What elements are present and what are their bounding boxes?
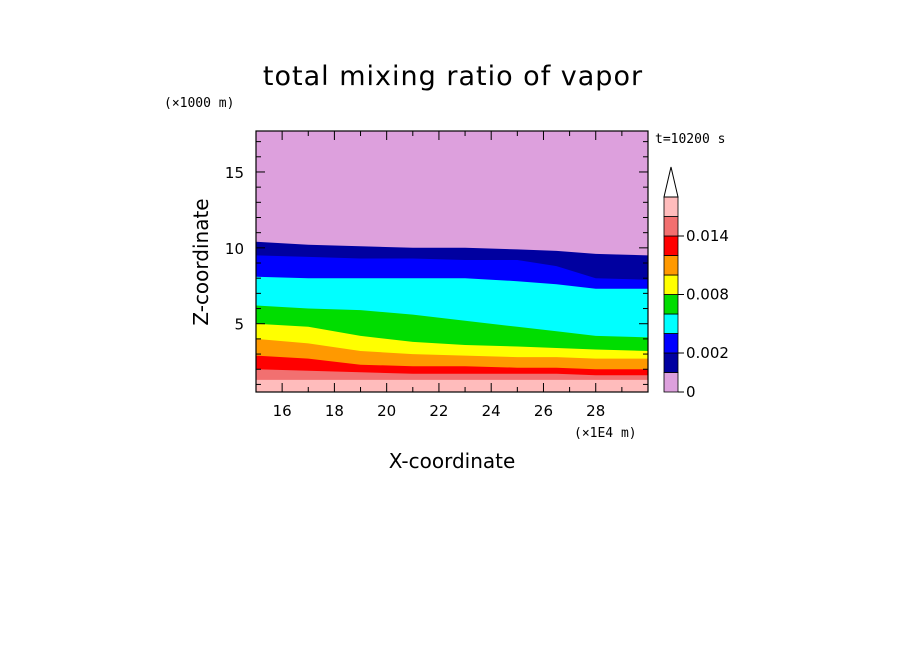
colorbar-swatch xyxy=(663,352,679,373)
colorbar-label: 0 xyxy=(686,383,696,401)
colorbar-swatch xyxy=(663,274,679,295)
y-tick-label: 5 xyxy=(234,316,244,334)
colorbar-label: 0.002 xyxy=(686,344,729,362)
colorbar-label: 0.014 xyxy=(686,227,729,245)
x-tick-label: 20 xyxy=(377,402,396,420)
colorbar-extend-arrow xyxy=(663,166,679,198)
plot-frame xyxy=(255,130,649,393)
chart-title: total mixing ratio of vapor xyxy=(263,61,643,92)
y-tick-label: 10 xyxy=(225,240,244,258)
x-axis-label: X-coordinate xyxy=(389,449,516,473)
x-unit-label: (×1E4 m) xyxy=(574,426,637,441)
colorbar-swatch xyxy=(663,235,679,256)
x-tick-label: 26 xyxy=(534,402,553,420)
x-tick-label: 22 xyxy=(429,402,448,420)
colorbar: 0 0.002 0.008 0.014 xyxy=(663,166,729,401)
plot-area xyxy=(256,131,648,392)
x-tick-label: 16 xyxy=(273,402,292,420)
colorbar-swatch xyxy=(663,313,679,334)
contour-band-8 xyxy=(256,379,648,392)
x-tick-label: 28 xyxy=(586,402,605,420)
x-axis: 16 18 20 22 24 26 28 xyxy=(255,131,623,420)
colorbar-swatch xyxy=(663,216,679,237)
time-label: t=10200 s xyxy=(655,132,725,147)
x-tick-label: 24 xyxy=(482,402,501,420)
y-axis: 5 10 15 xyxy=(225,141,648,385)
colorbar-swatch xyxy=(663,333,679,354)
y-tick-label: 15 xyxy=(225,164,244,182)
colorbar-swatch xyxy=(663,255,679,276)
y-axis-label: Z-coordinate xyxy=(189,198,213,325)
colorbar-label: 0.008 xyxy=(686,286,729,304)
colorbar-swatch xyxy=(663,294,679,315)
x-tick-label: 18 xyxy=(325,402,344,420)
colorbar-swatch xyxy=(663,372,679,393)
colorbar-swatch xyxy=(663,196,679,217)
y-unit-label: (×1000 m) xyxy=(164,96,234,111)
